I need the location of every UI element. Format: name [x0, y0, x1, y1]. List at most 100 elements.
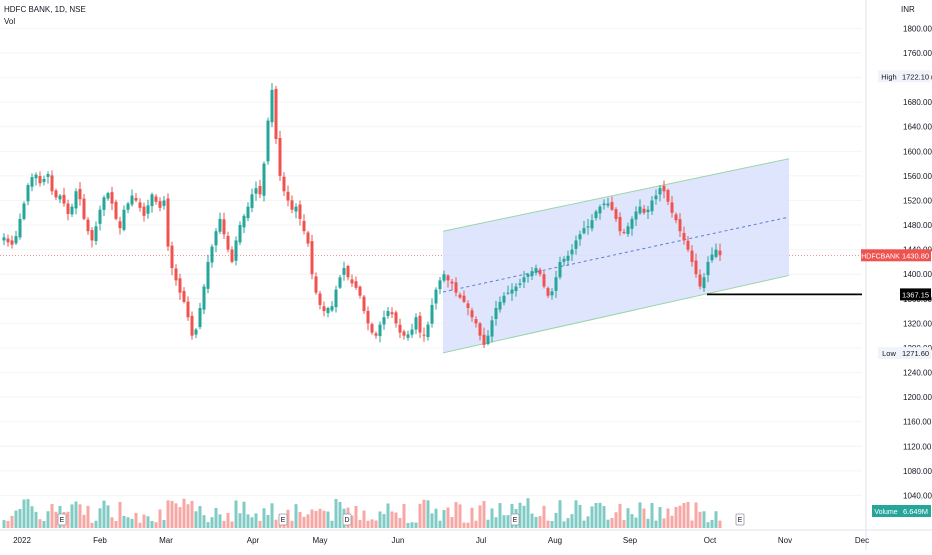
low-tag: Low 1271.60 [878, 347, 931, 360]
candle-body [406, 334, 410, 338]
volume-bar [222, 520, 226, 528]
candle-body [570, 249, 574, 255]
parallel-channel[interactable] [442, 158, 790, 354]
candle-body [130, 195, 134, 205]
volume-bar [470, 507, 474, 528]
candle-body [690, 250, 694, 262]
volume-bar [74, 501, 78, 528]
candle-body [418, 315, 422, 333]
volume-bar [262, 508, 266, 528]
volume-bar [6, 521, 10, 528]
price-tick-label: 1400.00 [903, 270, 932, 279]
volume-bar [102, 500, 106, 528]
price-tick-label: 1760.00 [903, 49, 932, 58]
candle-body [206, 261, 210, 289]
volume-bar [522, 505, 526, 528]
candle-body [270, 89, 274, 123]
volume-bar [78, 504, 82, 528]
volume-bar [358, 519, 362, 528]
volume-bar [646, 518, 650, 528]
low-tag-value: 1271.60 [902, 349, 929, 358]
candle-body [458, 294, 462, 298]
price-tick-label: 1160.00 [903, 418, 932, 427]
volume-bar [202, 515, 206, 528]
price-axis[interactable]: INR 1040.00 1080.00 1120.00 1160.00 1200.00 12… [865, 0, 932, 550]
candle-body [494, 308, 498, 319]
candle-body [454, 282, 458, 293]
volume-value: 6.649M [903, 507, 928, 516]
volume-bar [146, 516, 150, 528]
volume-bar [490, 508, 494, 528]
candle-body [122, 209, 126, 230]
volume-bar [462, 522, 466, 528]
candle-body [10, 240, 14, 245]
candle-body [670, 202, 674, 213]
volume-bar [526, 498, 530, 528]
candle-body [250, 194, 254, 208]
candle-body [650, 200, 654, 212]
candle-body [510, 289, 514, 294]
candle-body [530, 271, 534, 277]
volume-bar [2, 520, 6, 528]
volume-bar [362, 510, 366, 528]
symbol-title: HDFC BANK, 1D, NSE [4, 5, 86, 14]
volume-bar [338, 501, 342, 528]
candle-body [370, 324, 374, 333]
volume-bar [250, 517, 254, 528]
candle-body [598, 206, 602, 214]
candle-body [338, 277, 342, 288]
volume-bar [670, 515, 674, 528]
volume-bar [542, 505, 546, 528]
candle-body [466, 303, 470, 309]
volume-bar [642, 508, 646, 528]
volume-bar [594, 503, 598, 528]
candles [2, 82, 722, 348]
volume-bar [190, 500, 194, 528]
time-tick-label: Aug [548, 536, 562, 545]
channel-median-line [442, 216, 790, 293]
candle-body [698, 274, 702, 287]
volume-bar [194, 511, 198, 528]
volume-bar [366, 520, 370, 528]
volume-bar [134, 512, 138, 528]
volume-bar [454, 501, 458, 528]
volume-bar [474, 520, 478, 528]
time-axis[interactable]: 2022 Feb Mar Apr May Jun Jul Aug Sep Oct Nov Dec [0, 529, 932, 545]
candle-body [146, 205, 150, 214]
candle-body [310, 241, 314, 275]
candle-body [642, 208, 646, 213]
candle-body [190, 315, 194, 336]
price-tick-label: 1560.00 [903, 172, 932, 181]
volume-tag: Volume [874, 509, 897, 516]
volume-bar [174, 503, 178, 528]
volume-bar [714, 511, 718, 528]
volume-bar [46, 511, 50, 528]
volume-bar [106, 505, 110, 528]
candle-body [34, 174, 38, 179]
volume-bar [26, 499, 30, 528]
candle-body [342, 268, 346, 275]
volume-bar [270, 503, 274, 528]
volume-bar [662, 518, 666, 528]
time-tick-label: Sep [623, 536, 638, 545]
price-tags: High 1722.10 Low 1271.60 HDFCBANK 1430.80 1367… [861, 70, 931, 517]
volume-bar [350, 515, 354, 528]
volume-bar [218, 514, 222, 528]
candle-body [306, 232, 310, 244]
volume-bar [430, 513, 434, 528]
volume-bar [334, 498, 338, 528]
candle-body [706, 261, 710, 276]
candle-body [318, 293, 322, 305]
volume-bar [198, 506, 202, 528]
candle-body [238, 225, 242, 243]
hline-price-bg [900, 288, 931, 301]
price-tick-label: 1800.00 [903, 24, 932, 33]
candle-body [606, 203, 610, 206]
price-tick-label: 1320.00 [903, 319, 932, 328]
candle-body [646, 209, 650, 213]
candle-body [582, 228, 586, 234]
candle-body [634, 211, 638, 220]
candle-body [674, 214, 678, 221]
